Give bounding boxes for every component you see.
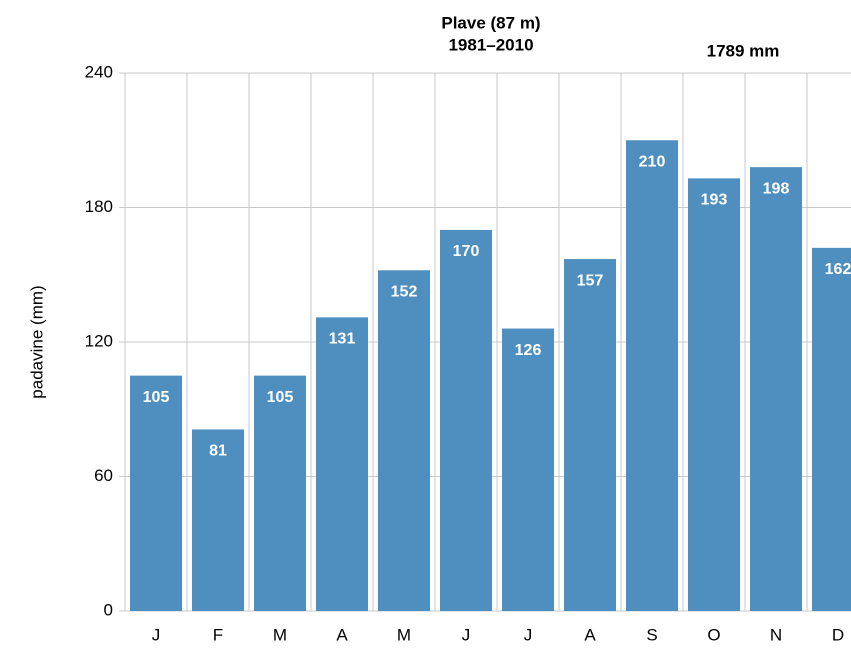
- x-tick-label: J: [462, 625, 471, 644]
- x-tick-label: A: [584, 625, 596, 644]
- y-axis-label: padavine (mm): [27, 285, 46, 398]
- value-label: 152: [391, 283, 418, 300]
- bar: [440, 229, 492, 611]
- y-tick-label: 60: [94, 466, 113, 485]
- value-label: 210: [639, 153, 666, 170]
- x-tick-label: A: [336, 625, 348, 644]
- bar: [812, 247, 851, 611]
- value-label: 198: [763, 180, 790, 197]
- value-label: 81: [209, 443, 227, 460]
- value-label: 126: [515, 342, 542, 359]
- chart-title: Plave (87 m): [441, 13, 540, 32]
- value-label: 170: [453, 243, 480, 260]
- x-tick-label: N: [770, 625, 782, 644]
- value-label: 193: [701, 192, 728, 209]
- x-tick-label: J: [524, 625, 533, 644]
- bar: [192, 429, 244, 611]
- bar: [626, 140, 678, 611]
- value-label: 157: [577, 272, 604, 289]
- bar: [254, 375, 306, 611]
- bar: [750, 167, 802, 611]
- x-tick-label: M: [397, 625, 411, 644]
- bar: [316, 317, 368, 611]
- x-tick-label: O: [707, 625, 720, 644]
- bar: [130, 375, 182, 611]
- value-label: 162: [825, 261, 851, 278]
- annotation: 1789 mm: [707, 41, 780, 60]
- x-tick-label: F: [213, 625, 223, 644]
- value-label: 131: [329, 331, 356, 348]
- x-tick-label: D: [832, 625, 844, 644]
- y-tick-label: 240: [85, 62, 113, 81]
- x-tick-label: M: [273, 625, 287, 644]
- bar: [688, 178, 740, 611]
- y-tick-label: 0: [104, 600, 113, 619]
- y-tick-label: 120: [85, 331, 113, 350]
- x-tick-label: J: [152, 625, 161, 644]
- x-tick-label: S: [646, 625, 657, 644]
- bar: [502, 328, 554, 611]
- bar: [564, 259, 616, 611]
- chart-subtitle: 1981–2010: [448, 35, 533, 54]
- value-label: 105: [267, 389, 294, 406]
- y-tick-label: 180: [85, 197, 113, 216]
- value-label: 105: [143, 389, 170, 406]
- bar: [378, 270, 430, 611]
